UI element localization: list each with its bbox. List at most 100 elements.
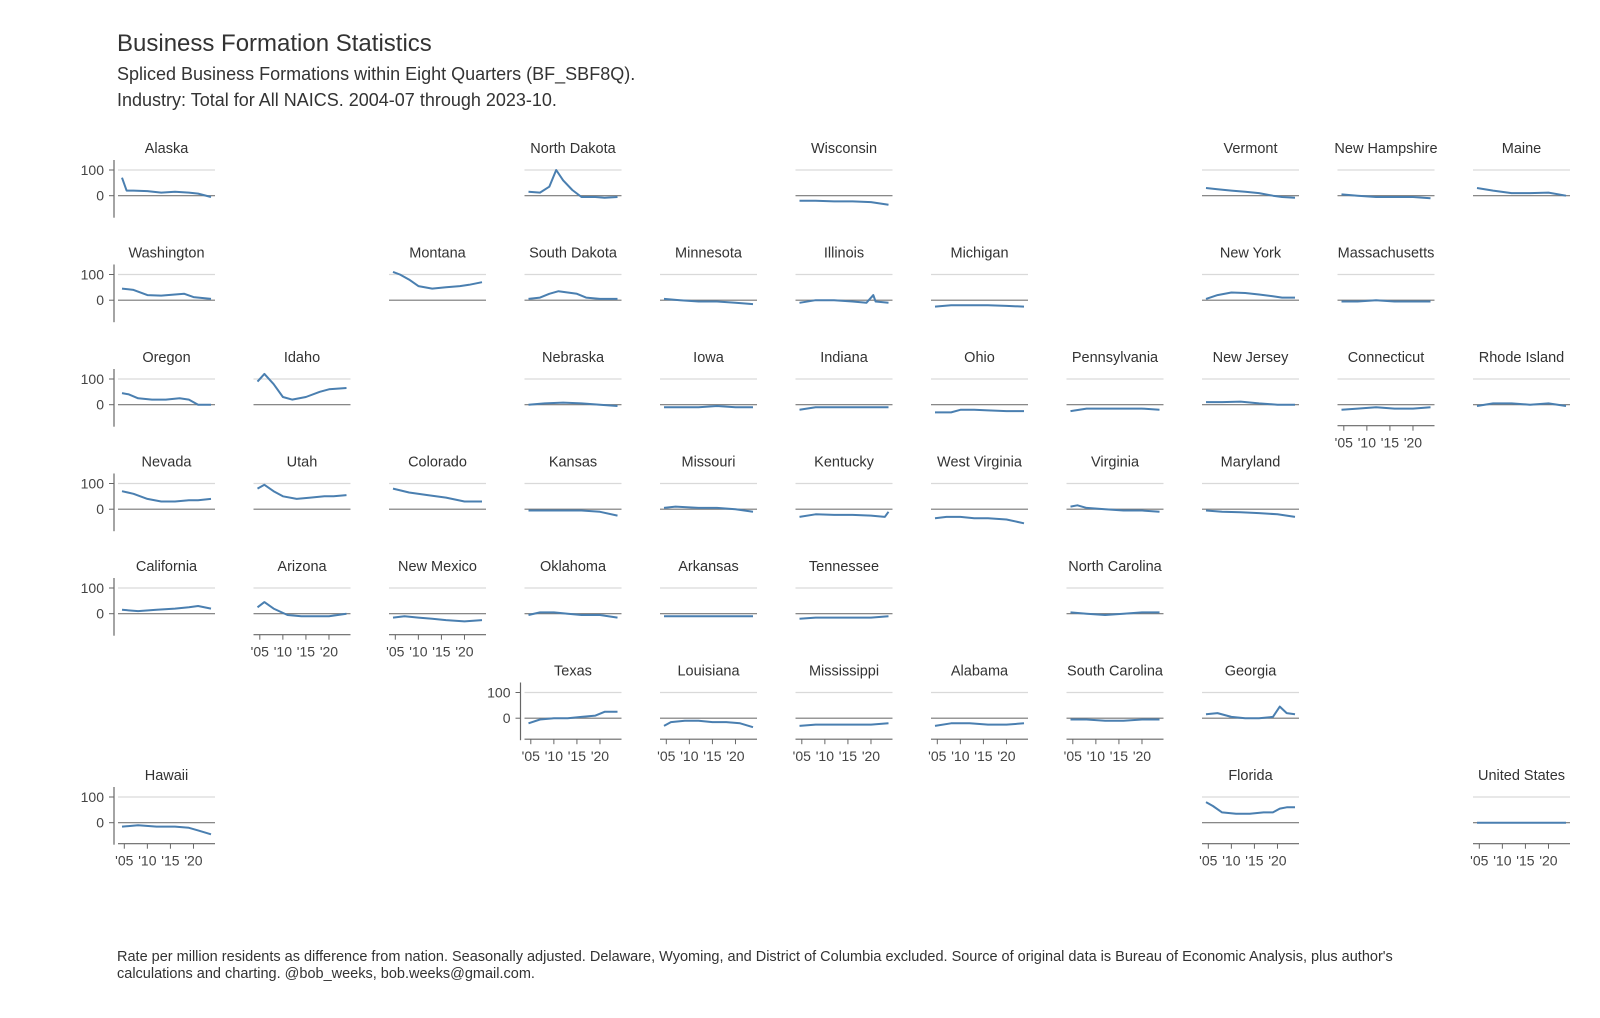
- panel-alabama: Alabama '05 '10 '15 '20: [928, 664, 1028, 764]
- series-line: [528, 509, 618, 517]
- series-line: [935, 408, 1024, 414]
- panel-new-hampshire: New Hampshire: [1334, 141, 1438, 200]
- panel-wisconsin: Wisconsin: [795, 141, 893, 206]
- series-line: [392, 270, 483, 290]
- x-tick-label: '05: [386, 644, 404, 660]
- panel-pennsylvania: Pennsylvania: [1066, 350, 1164, 413]
- y-tick-label: 0: [96, 292, 104, 308]
- x-tick-label: '20: [320, 644, 338, 660]
- y-tick-label: 0: [96, 815, 104, 831]
- subtitle-line-2: Industry: Total for All NAICS. 2004-07 t…: [117, 90, 557, 110]
- y-tick-label: 0: [503, 710, 511, 726]
- panel-title: Oklahoma: [540, 559, 607, 575]
- x-tick-label: '15: [1516, 853, 1534, 869]
- panel-title: Vermont: [1224, 141, 1278, 157]
- panel-title: Mississippi: [809, 664, 879, 680]
- panel-massachusetts: Massachusetts: [1337, 246, 1435, 303]
- panel-arkansas: Arkansas: [660, 559, 757, 618]
- x-tick-label: '20: [1133, 748, 1151, 764]
- series-line: [663, 505, 754, 513]
- series-line: [1205, 509, 1296, 518]
- series-line: [121, 824, 212, 836]
- panel-title: North Carolina: [1068, 559, 1162, 575]
- panel-title: Massachusetts: [1338, 246, 1435, 262]
- chart-caption: Rate per million residents as difference…: [117, 949, 1393, 982]
- series-line: [392, 615, 483, 623]
- x-tick-label: '20: [184, 853, 202, 869]
- y-tick-label: 100: [81, 580, 105, 596]
- series-line: [934, 515, 1025, 525]
- panel-title: Idaho: [284, 350, 320, 366]
- panel-south-carolina: South Carolina '05 '10 '15 '20: [1064, 664, 1164, 765]
- panel-arizona: Arizona '05 '10 '15 '20: [251, 559, 351, 660]
- panel-nebraska: Nebraska: [524, 350, 622, 407]
- series-line: [121, 177, 212, 198]
- series-line: [1205, 291, 1295, 300]
- panel-title: Alabama: [951, 664, 1009, 680]
- panel-florida: Florida '05 '10 '15 '20: [1199, 768, 1299, 869]
- panel-louisiana: Louisiana '05 '10 '15 '20: [657, 664, 757, 764]
- panel-tennessee: Tennessee: [795, 559, 893, 620]
- x-tick-label: '10: [1493, 853, 1511, 869]
- subtitle-line-1: Spliced Business Formations within Eight…: [117, 64, 636, 84]
- series-line: [799, 199, 889, 206]
- series-line: [1476, 187, 1567, 197]
- panel-new-jersey: New Jersey: [1202, 350, 1299, 406]
- x-tick-label: '20: [1539, 853, 1557, 869]
- x-tick-label: '15: [432, 644, 450, 660]
- series-line: [1205, 187, 1296, 199]
- series-line: [799, 406, 889, 411]
- panel-title: Illinois: [824, 246, 864, 262]
- panel-title: Virginia: [1091, 455, 1140, 471]
- series-line: [1070, 504, 1160, 513]
- series-line: [528, 710, 618, 725]
- y-tick-label: 100: [81, 789, 105, 805]
- x-tick-label: '20: [862, 748, 880, 764]
- panel-north-dakota: North Dakota: [524, 141, 622, 199]
- y-tick-label: 100: [81, 267, 105, 283]
- panel-title: Arizona: [277, 559, 327, 575]
- x-tick-label: '05: [522, 748, 540, 764]
- series-line: [663, 719, 754, 729]
- series-line: [1070, 611, 1160, 616]
- panel-title: Hawaii: [145, 768, 189, 784]
- panel-idaho: Idaho: [253, 350, 351, 406]
- series-line: [121, 287, 212, 300]
- x-tick-label: '15: [568, 748, 586, 764]
- series-line: [934, 722, 1025, 727]
- panel-title: Missouri: [682, 455, 736, 471]
- panel-title: Alaska: [145, 141, 189, 157]
- series-line: [663, 297, 754, 306]
- panel-title: California: [136, 559, 198, 575]
- panel-title: North Dakota: [530, 141, 616, 157]
- x-tick-label: '20: [591, 748, 609, 764]
- series-line: [664, 405, 753, 409]
- panel-ohio: Ohio: [931, 350, 1028, 414]
- series-line: [934, 304, 1025, 308]
- x-tick-label: '05: [1470, 853, 1488, 869]
- x-tick-label: '05: [1064, 748, 1082, 764]
- series-line: [257, 483, 347, 500]
- small-multiples-chart: Alaska 0 100 North Dakota Wisconsin Vermont Ne…: [81, 141, 1570, 869]
- panel-oregon: Oregon 0 100: [81, 350, 215, 427]
- panel-title: Maine: [1502, 141, 1542, 157]
- x-tick-label: '05: [1335, 435, 1353, 451]
- panel-title: Michigan: [950, 246, 1008, 262]
- x-tick-label: '15: [839, 748, 857, 764]
- x-tick-label: '05: [657, 748, 675, 764]
- x-tick-label: '15: [1381, 435, 1399, 451]
- x-tick-label: '10: [680, 748, 698, 764]
- x-tick-label: '10: [138, 853, 156, 869]
- panel-title: Florida: [1228, 768, 1273, 784]
- x-tick-label: '20: [455, 644, 473, 660]
- x-tick-label: '05: [1199, 853, 1217, 869]
- x-tick-label: '05: [115, 853, 133, 869]
- panel-title: Oregon: [142, 350, 190, 366]
- series-line: [392, 487, 482, 503]
- panel-mississippi: Mississippi '05 '10 '15 '20: [793, 664, 893, 764]
- panel-illinois: Illinois: [795, 246, 893, 304]
- x-tick-label: '10: [274, 644, 292, 660]
- panel-colorado: Colorado: [389, 455, 486, 510]
- panel-title: Georgia: [1225, 664, 1278, 680]
- panel-united-states: United States '05 '10 '15 '20: [1470, 768, 1570, 869]
